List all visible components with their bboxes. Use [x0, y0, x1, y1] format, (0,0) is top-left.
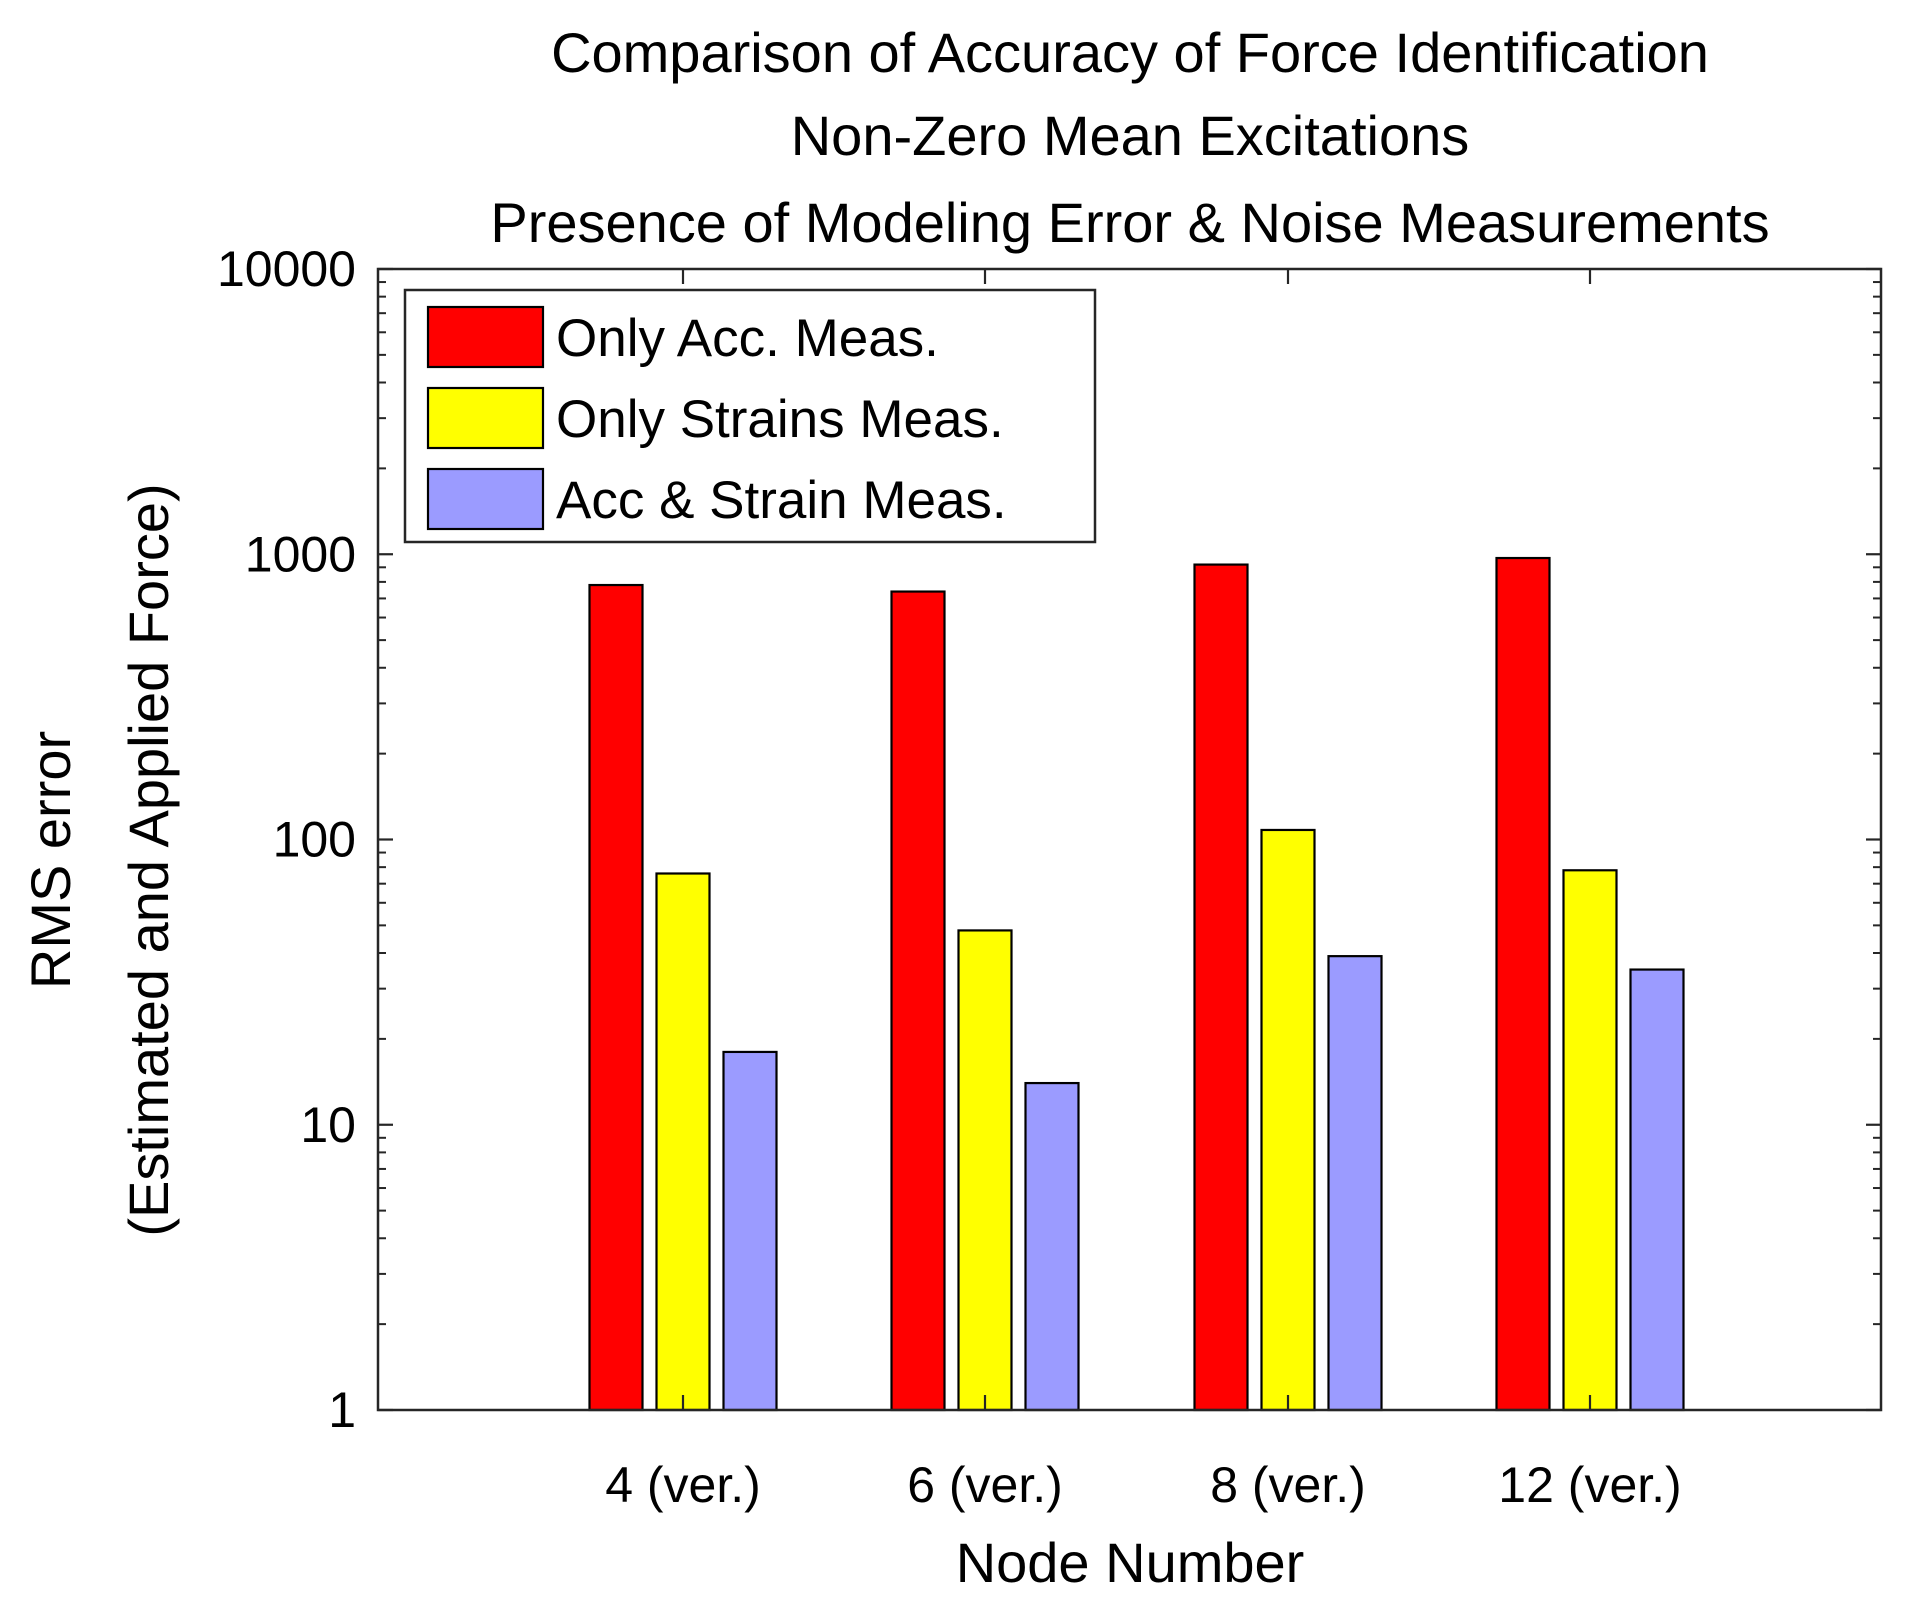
bar-1-4 — [1497, 558, 1550, 1410]
bar-3-1 — [724, 1052, 777, 1410]
legend: Only Acc. Meas. Only Strains Meas. Acc & S… — [405, 290, 1095, 542]
bar-3-4 — [1631, 970, 1684, 1410]
y-tick-label-100: 100 — [273, 812, 356, 868]
y-axis-label-line-2: (Estimated and Applied Force) — [117, 483, 180, 1236]
x-tick-label-1: 4 (ver.) — [605, 1457, 761, 1513]
y-tick-label-1: 1 — [328, 1382, 356, 1438]
legend-label-2: Only Strains Meas. — [556, 390, 1004, 449]
legend-swatch-2 — [428, 388, 543, 448]
chart: Comparison of Accuracy of Force Identifi… — [0, 0, 1910, 1601]
chart-title-line-1: Comparison of Accuracy of Force Identifi… — [551, 21, 1709, 84]
legend-swatch-1 — [428, 307, 543, 367]
y-tick-label-10: 10 — [300, 1097, 356, 1153]
y-axis-label-line-1: RMS error — [19, 731, 82, 989]
x-tick-label-3: 8 (ver.) — [1210, 1457, 1366, 1513]
chart-title-line-3: Presence of Modeling Error & Noise Measu… — [490, 191, 1769, 254]
bar-1-2 — [892, 592, 945, 1410]
bar-3-2 — [1026, 1083, 1079, 1410]
bar-3-3 — [1329, 956, 1382, 1410]
x-tick-label-4: 12 (ver.) — [1498, 1457, 1681, 1513]
bar-chart-svg: Comparison of Accuracy of Force Identifi… — [0, 0, 1910, 1601]
y-tick-label-1000: 1000 — [245, 526, 356, 582]
bar-2-2 — [959, 930, 1012, 1410]
legend-label-1: Only Acc. Meas. — [556, 309, 939, 368]
chart-title-line-2: Non-Zero Mean Excitations — [791, 104, 1470, 167]
bar-1-1 — [590, 585, 643, 1410]
bar-2-4 — [1564, 870, 1617, 1410]
x-tick-label-2: 6 (ver.) — [907, 1457, 1063, 1513]
y-tick-label-10000: 10000 — [217, 241, 356, 297]
legend-items: Only Acc. Meas. Only Strains Meas. Acc & S… — [428, 307, 1007, 530]
bar-2-3 — [1262, 830, 1315, 1410]
x-axis-label: Node Number — [956, 1531, 1305, 1594]
legend-swatch-3 — [428, 469, 543, 529]
legend-label-3: Acc & Strain Meas. — [556, 471, 1007, 530]
bar-2-1 — [657, 873, 710, 1410]
bar-1-3 — [1195, 565, 1248, 1410]
